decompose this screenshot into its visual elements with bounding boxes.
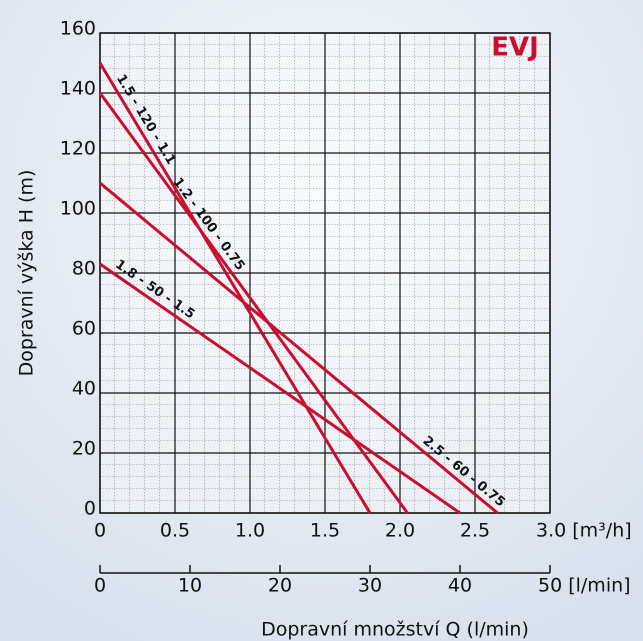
y-tick-label: 120 — [60, 138, 96, 160]
brand: EVJ — [491, 33, 539, 63]
x-tick-label: 3.0 [m³/h] — [536, 520, 632, 542]
y-tick-label: 160 — [60, 18, 96, 40]
x2-tick-label: 40 — [448, 575, 472, 597]
x-tick-label: 0 — [94, 520, 106, 542]
curve — [98, 62, 372, 514]
y-tick-label: 100 — [60, 198, 96, 220]
plot-frame — [99, 32, 551, 514]
y-axis-title: Dopravní výška H (m) — [16, 170, 38, 377]
y-tick-label: 80 — [72, 258, 96, 280]
y-tick-label: 140 — [60, 78, 96, 100]
curve — [99, 181, 499, 515]
x-tick-label: 1.5 — [310, 520, 340, 542]
x2-tick-label: 50 [l/min] — [538, 575, 631, 597]
y-tick-label: 0 — [84, 498, 96, 520]
x-tick-label: 2.5 — [460, 520, 490, 542]
x2-tick-label: 30 — [358, 575, 382, 597]
x-tick-label: 1.0 — [235, 520, 265, 542]
y-tick-label: 40 — [72, 378, 96, 400]
x2-tick-label: 20 — [268, 575, 292, 597]
x-tick-label: 0.5 — [160, 520, 190, 542]
x-tick-label: 2.0 — [385, 520, 415, 542]
x2-tick-label: 0 — [94, 575, 106, 597]
y-tick-label: 60 — [72, 318, 96, 340]
x2-tick-label: 10 — [178, 575, 202, 597]
x2-axis-title: Dopravní množství Q (l/min) — [261, 619, 529, 641]
y-tick-label: 20 — [72, 438, 96, 460]
curve — [99, 262, 461, 515]
